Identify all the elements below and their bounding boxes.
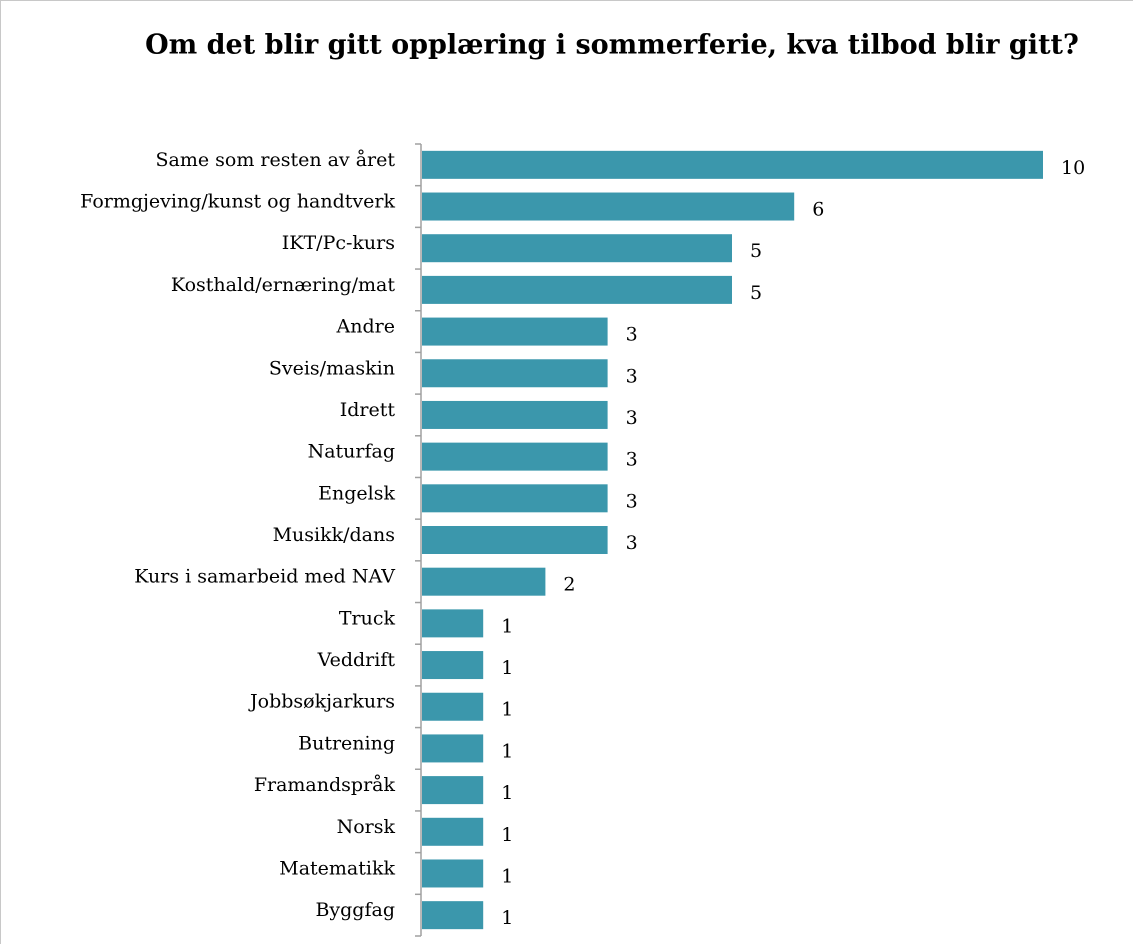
- y-tick-label: Veddrift: [317, 649, 396, 671]
- y-tick-label: Kurs i samarbeid med NAV: [134, 566, 395, 588]
- bar: [422, 193, 794, 221]
- bar: [422, 359, 608, 387]
- y-tick-label: Norsk: [337, 816, 396, 838]
- y-tick-label: Byggfag: [315, 899, 395, 921]
- bar: [422, 609, 483, 637]
- value-label: 5: [750, 282, 762, 304]
- value-label: 1: [501, 782, 513, 804]
- bar: [422, 568, 545, 596]
- y-tick-label: Truck: [339, 607, 396, 629]
- bar: [422, 318, 608, 346]
- y-tick-label: Andre: [336, 316, 395, 338]
- value-label: 3: [626, 365, 638, 387]
- bar: [422, 526, 608, 554]
- value-label: 3: [626, 324, 638, 346]
- bar: [422, 276, 732, 304]
- y-tick-label: Musikk/dans: [273, 524, 395, 546]
- y-tick-label: Jobbsøkjarkurs: [248, 691, 395, 713]
- y-tick-label: Butrening: [298, 732, 395, 754]
- bar: [422, 443, 608, 471]
- bar: [422, 651, 483, 679]
- y-tick-label: Naturfag: [308, 441, 395, 463]
- y-tick-label: Matematikk: [279, 857, 395, 879]
- value-label: 3: [626, 449, 638, 471]
- bar: [422, 484, 608, 512]
- value-label: 1: [501, 865, 513, 887]
- value-label: 3: [626, 490, 638, 512]
- bar: [422, 693, 483, 721]
- value-label: 1: [501, 824, 513, 846]
- value-label: 6: [812, 199, 824, 221]
- bar: [422, 901, 483, 929]
- y-tick-label: Kosthald/ernæring/mat: [171, 274, 395, 296]
- y-tick-label: IKT/Pc-kurs: [282, 232, 395, 254]
- y-tick-label: Sveis/maskin: [269, 357, 395, 379]
- value-label: 1: [501, 615, 513, 637]
- value-label: 1: [501, 907, 513, 929]
- y-tick-label: Same som resten av året: [155, 149, 395, 171]
- bar: [422, 859, 483, 887]
- bar: [422, 818, 483, 846]
- value-label: 10: [1061, 157, 1085, 179]
- value-label: 1: [501, 657, 513, 679]
- bar: [422, 234, 732, 262]
- y-tick-label: Formgjeving/kunst og handtverk: [80, 191, 395, 213]
- bar: [422, 401, 608, 429]
- value-label: 1: [501, 740, 513, 762]
- y-tick-label: Idrett: [340, 399, 396, 421]
- y-tick-label: Framandspråk: [254, 774, 396, 796]
- value-label: 1: [501, 699, 513, 721]
- value-label: 5: [750, 240, 762, 262]
- bar: [422, 151, 1043, 179]
- bar: [422, 734, 483, 762]
- value-label: 3: [626, 532, 638, 554]
- bar: [422, 776, 483, 804]
- value-label: 3: [626, 407, 638, 429]
- chart-title: Om det blir gitt opplæring i sommerferie…: [145, 30, 1079, 61]
- value-label: 2: [563, 574, 575, 596]
- y-tick-label: Engelsk: [318, 482, 395, 504]
